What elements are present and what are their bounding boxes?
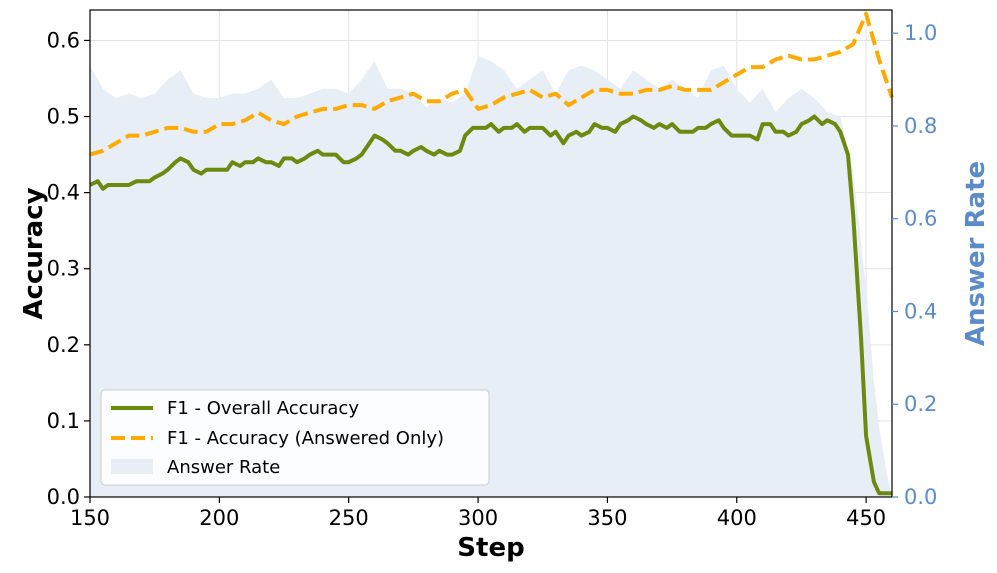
legend-label-answered: F1 - Accuracy (Answered Only) xyxy=(167,428,444,449)
answer-rate-area xyxy=(90,56,892,498)
y2-tick-label: 1.0 xyxy=(904,21,937,45)
legend-label-overall: F1 - Overall Accuracy xyxy=(167,398,359,419)
x-axis-label: Step xyxy=(457,533,524,563)
legend-swatch-answer-rate xyxy=(111,459,153,474)
y2-tick-label: 0.4 xyxy=(904,299,937,323)
plot-frame xyxy=(89,9,893,498)
x-tick-label: 250 xyxy=(329,506,369,530)
x-tick-label: 350 xyxy=(587,506,627,530)
x-tick-label: 200 xyxy=(199,506,239,530)
legend: F1 - Overall Accuracy F1 - Accuracy (Ans… xyxy=(100,389,490,486)
y-tick-label: 0.0 xyxy=(47,485,80,509)
y-tick-label: 0.3 xyxy=(47,257,80,281)
x-tick-label: 150 xyxy=(70,506,110,530)
x-tick-label: 400 xyxy=(717,506,757,530)
y2-axis-label: Answer Rate xyxy=(961,161,991,346)
y-tick-label: 0.5 xyxy=(47,105,80,129)
y2-tick-label: 0.6 xyxy=(904,207,937,231)
y-tick-label: 0.6 xyxy=(47,28,80,52)
overall-accuracy-line xyxy=(89,114,892,496)
y2-tick-label: 0.2 xyxy=(904,392,937,416)
answered-only-accuracy-line xyxy=(89,11,894,157)
legend-label-answer-rate: Answer Rate xyxy=(167,457,280,478)
x-tick-label: 300 xyxy=(458,506,498,530)
y-tick-label: 0.2 xyxy=(47,333,80,357)
y-axis-label: Accuracy xyxy=(19,187,49,319)
y2-tick-label: 0.8 xyxy=(904,114,937,138)
y-tick-label: 0.4 xyxy=(47,181,80,205)
lines-layer xyxy=(89,11,894,496)
answer-rate-area-layer xyxy=(90,56,892,498)
legend-box xyxy=(100,389,490,486)
x-tick-label: 450 xyxy=(846,506,886,530)
y2-tick-label: 0.0 xyxy=(904,485,937,509)
y-tick-label: 0.1 xyxy=(47,409,80,433)
ticks-layer: 150 200 250 300 350 400 450 0.0 0.1 0.2 0.3 0.4 0.5 0… xyxy=(47,21,938,530)
